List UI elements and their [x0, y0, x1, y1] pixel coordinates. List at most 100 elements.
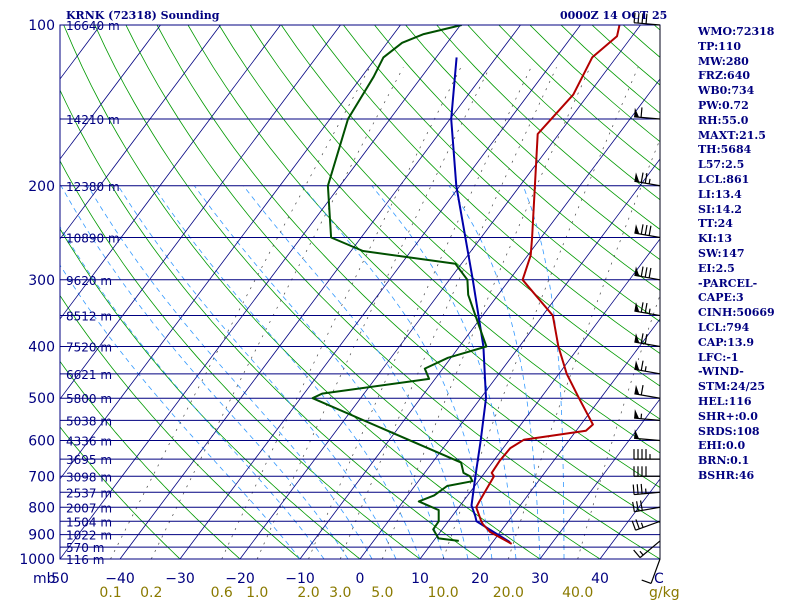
wind-barb-staff — [634, 116, 661, 120]
dry-adiabat-line — [94, 25, 601, 559]
mixing-ratio-label: 10.0 — [428, 585, 459, 600]
mixing-ratio-line — [381, 67, 591, 559]
wind-barb-full-flag — [640, 172, 644, 183]
index-item: FRZ:640 — [698, 69, 751, 83]
wind-barb-staff — [634, 437, 661, 442]
wind-barb-full-flag — [641, 13, 644, 24]
index-item: L57:2.5 — [698, 158, 745, 172]
mixing-ratio-label: 3.0 — [329, 585, 351, 600]
wind-barb-full-flag — [632, 501, 635, 512]
index-item: SRDS:108 — [698, 424, 760, 438]
wind-barb-full-flag — [636, 484, 639, 495]
isotherm-line — [299, 78, 660, 559]
index-item: BSHR:46 — [698, 468, 755, 482]
temperature-tick-label: −20 — [225, 571, 255, 587]
wind-barb — [634, 224, 661, 239]
moist-adiabat-line — [448, 185, 541, 559]
sounding-indices-list: WMO:72318 TP:110 MW:280 FRZ:640 WB0:734 PW:0.… — [698, 25, 775, 484]
wind-barb-full-flag — [640, 224, 644, 235]
mixing-ratio-line — [221, 67, 462, 559]
height-label: 4336 m — [66, 435, 112, 449]
wind-barb-full-flag — [640, 483, 643, 494]
index-item: -PARCEL- — [698, 276, 758, 290]
mixing-ratio-unit-label: g/kg — [649, 585, 680, 600]
wind-barb-pennant — [634, 172, 640, 183]
index-item: SI:14.2 — [698, 202, 742, 216]
mixing-ratio-line — [256, 67, 491, 559]
index-item: SHR+:0.0 — [698, 409, 758, 423]
index-item: RH:55.0 — [698, 113, 749, 127]
index-item: LFC:-1 — [698, 350, 739, 364]
index-item: BRN:0.1 — [698, 454, 750, 468]
temperature-tick-label: 0 — [356, 571, 365, 587]
isotherm-line — [60, 25, 281, 320]
mixing-ratio-line — [110, 67, 371, 559]
pressure-unit-label: mb — [33, 571, 56, 587]
wind-barb-pennant — [634, 224, 640, 234]
index-item: PW:0.72 — [698, 98, 749, 112]
index-item: TP:110 — [698, 39, 742, 53]
isotherm-line — [239, 25, 641, 559]
index-item: WMO:72318 — [698, 25, 775, 38]
mixing-ratio-line — [150, 67, 404, 559]
height-label: 6621 m — [66, 368, 112, 382]
height-label: 9620 m — [66, 274, 112, 288]
wind-barb-staff — [634, 22, 661, 26]
wind-barb-full-flag — [635, 519, 640, 530]
pressure-tick-label: 500 — [28, 391, 55, 407]
index-item: MW:280 — [698, 54, 749, 68]
wind-barb-full-flag — [636, 501, 639, 512]
index-item: LCL:861 — [698, 172, 750, 186]
chart-valid-time: 0000Z 14 OCT 25 — [560, 9, 668, 22]
index-item: STM:24/25 — [698, 380, 765, 394]
height-label: 5038 m — [66, 414, 112, 428]
pressure-tick-label: 800 — [28, 500, 55, 516]
wind-barb-full-flag — [641, 579, 652, 584]
mixing-ratio-label: 5.0 — [371, 585, 393, 600]
index-item: CINH:50669 — [698, 306, 775, 320]
temperature-tick-label: −30 — [165, 571, 195, 587]
pressure-tick-label: 400 — [28, 340, 55, 356]
wind-barb — [641, 558, 661, 584]
wind-barb-full-flag — [648, 225, 652, 236]
wind-barb — [634, 107, 661, 120]
wind-barb — [634, 360, 661, 375]
wind-barb — [631, 519, 661, 531]
pressure-tick-label: 300 — [28, 273, 55, 289]
isotherm-line — [539, 398, 660, 559]
wind-barb-staff — [634, 491, 661, 496]
wind-barb-staff — [634, 310, 661, 317]
mixing-ratio-label: 0.1 — [99, 585, 121, 600]
height-label: 116 m — [66, 553, 104, 567]
mixing-ratio-label: 20.0 — [493, 585, 524, 600]
wind-barb-pennant — [634, 333, 640, 343]
chart-title: KRNK (72318) Sounding — [66, 9, 220, 22]
wind-barb-half-flag — [648, 308, 651, 314]
wind-barb — [633, 466, 660, 477]
mixing-ratio-label: 0.2 — [140, 585, 162, 600]
pressure-tick-label: 900 — [28, 528, 55, 544]
height-label: 8512 m — [66, 310, 112, 324]
wind-barb — [634, 409, 661, 421]
moist-adiabat-line — [194, 185, 445, 559]
temperature-tick-label: 40 — [591, 571, 609, 587]
pressure-tick-label: 700 — [28, 469, 55, 485]
moist-adiabat-line — [522, 185, 565, 559]
wind-barb-full-flag — [640, 360, 644, 371]
wind-barb-full-flag — [640, 302, 644, 313]
wind-barb-full-flag — [640, 333, 644, 344]
mixing-ratio-label: 2.0 — [297, 585, 319, 600]
wind-barb — [634, 384, 661, 399]
wind-barb-full-flag — [637, 13, 640, 24]
wind-barb — [633, 12, 661, 26]
index-item: LI:13.4 — [698, 187, 742, 201]
mixing-ratio-label: 0.6 — [211, 585, 233, 600]
wind-barb-full-flag — [633, 549, 641, 559]
temperature-tick-label: −40 — [105, 571, 135, 587]
wind-barb-full-flag — [639, 500, 643, 511]
wind-barb-half-flag — [648, 178, 651, 184]
height-label: 16640 m — [66, 19, 120, 33]
wind-barb-pennant — [634, 384, 640, 395]
